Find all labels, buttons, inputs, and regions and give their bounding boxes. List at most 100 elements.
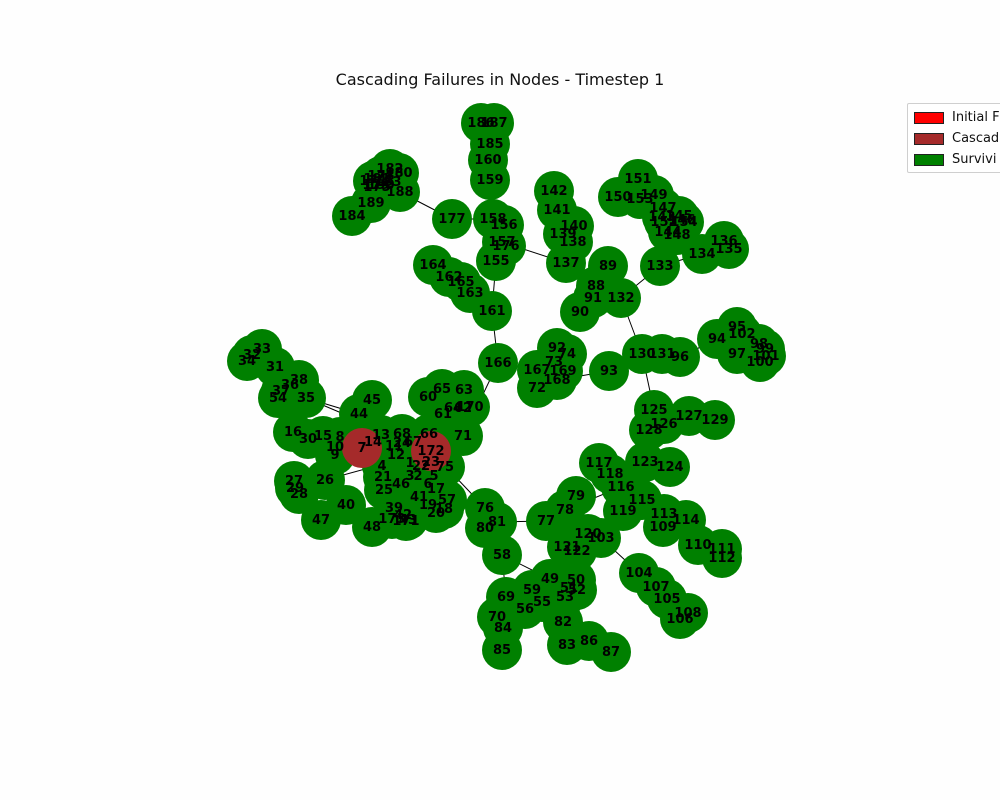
node-label-116: 116 bbox=[607, 480, 634, 495]
node-label-62: 62 bbox=[454, 401, 472, 416]
node-label-187: 187 bbox=[480, 116, 507, 131]
node-label-22: 22 bbox=[412, 459, 430, 474]
node-label-98: 98 bbox=[750, 337, 768, 352]
node-label-136: 136 bbox=[710, 234, 737, 249]
node-154 bbox=[664, 202, 704, 242]
node-122 bbox=[557, 531, 597, 571]
node-label-9: 9 bbox=[330, 448, 339, 463]
node-153 bbox=[620, 179, 660, 219]
node-label-79: 79 bbox=[567, 489, 585, 504]
node-label-14: 14 bbox=[364, 435, 382, 450]
node-label-152: 152 bbox=[650, 215, 677, 230]
node-label-16: 16 bbox=[284, 425, 302, 440]
node-label-144: 144 bbox=[654, 225, 681, 240]
node-label-15: 15 bbox=[314, 429, 332, 444]
node-label-92: 92 bbox=[548, 341, 566, 356]
node-label-36: 36 bbox=[281, 378, 299, 393]
node-label-70: 70 bbox=[488, 610, 506, 625]
node-label-121: 121 bbox=[553, 540, 580, 555]
node-93 bbox=[589, 351, 629, 391]
node-label-170: 170 bbox=[456, 400, 483, 415]
node-label-155: 155 bbox=[482, 254, 509, 269]
node-label-163: 163 bbox=[456, 286, 483, 301]
node-label-124: 124 bbox=[656, 460, 683, 475]
node-173 bbox=[372, 499, 412, 539]
node-label-164: 164 bbox=[419, 258, 446, 273]
node-label-87: 87 bbox=[602, 645, 620, 660]
node-label-29: 29 bbox=[286, 481, 304, 496]
node-label-2: 2 bbox=[413, 469, 422, 484]
node-label-135: 135 bbox=[715, 242, 742, 257]
node-label-50: 50 bbox=[567, 573, 585, 588]
node-label-147: 147 bbox=[649, 201, 676, 216]
node-label-110: 110 bbox=[684, 538, 711, 553]
node-label-109: 109 bbox=[649, 520, 676, 535]
node-label-168: 168 bbox=[543, 373, 570, 388]
node-label-80: 80 bbox=[476, 521, 494, 536]
node-label-20: 20 bbox=[427, 506, 445, 521]
node-176 bbox=[486, 226, 526, 266]
node-187 bbox=[474, 103, 514, 143]
figure-title: Cascading Failures in Nodes - Timestep 1 bbox=[335, 70, 665, 89]
node-label-95: 95 bbox=[728, 320, 746, 335]
node-label-53: 53 bbox=[556, 590, 574, 605]
node-169 bbox=[543, 351, 583, 391]
node-label-117: 117 bbox=[585, 456, 612, 471]
node-label-126: 126 bbox=[650, 417, 677, 432]
node-label-71: 71 bbox=[454, 429, 472, 444]
node-label-4: 4 bbox=[377, 459, 386, 474]
node-label-61: 61 bbox=[434, 407, 452, 422]
node-label-37: 37 bbox=[272, 384, 290, 399]
node-165 bbox=[441, 262, 481, 302]
node-label-73: 73 bbox=[545, 355, 563, 370]
node-label-115: 115 bbox=[628, 493, 655, 508]
node-label-182: 182 bbox=[376, 162, 403, 177]
node-label-171: 171 bbox=[392, 514, 419, 529]
node-label-84: 84 bbox=[494, 621, 512, 636]
node-label-172: 172 bbox=[417, 444, 444, 459]
node-label-141: 141 bbox=[543, 203, 570, 218]
node-label-81: 81 bbox=[488, 515, 506, 530]
node-label-113: 113 bbox=[650, 507, 677, 522]
node-label-111: 111 bbox=[708, 542, 735, 557]
node-label-13: 13 bbox=[372, 428, 390, 443]
node-label-48: 48 bbox=[363, 520, 381, 535]
node-57 bbox=[427, 480, 467, 520]
node-label-128: 128 bbox=[635, 423, 662, 438]
node-label-153: 153 bbox=[626, 192, 653, 207]
node-114 bbox=[666, 500, 706, 540]
node-label-181: 181 bbox=[363, 172, 390, 187]
node-label-86: 86 bbox=[580, 634, 598, 649]
node-label-123: 123 bbox=[631, 455, 658, 470]
node-label-12: 12 bbox=[387, 448, 405, 463]
node-label-19: 19 bbox=[419, 498, 437, 513]
node-label-66: 66 bbox=[420, 427, 438, 442]
node-label-151: 151 bbox=[624, 172, 651, 187]
node-label-44: 44 bbox=[350, 407, 368, 422]
node-102 bbox=[722, 314, 762, 354]
node-label-165: 165 bbox=[447, 275, 474, 290]
node-label-148: 148 bbox=[663, 228, 690, 243]
node-label-41: 41 bbox=[410, 490, 428, 505]
node-label-75: 75 bbox=[436, 460, 454, 475]
node-label-134: 134 bbox=[688, 247, 715, 262]
node-label-24: 24 bbox=[393, 436, 411, 451]
node-label-120: 120 bbox=[574, 527, 601, 542]
node-label-101: 101 bbox=[752, 349, 779, 364]
node-label-183: 183 bbox=[374, 175, 401, 190]
node-label-133: 133 bbox=[646, 259, 673, 274]
node-label-7: 7 bbox=[357, 441, 366, 456]
node-label-99: 99 bbox=[756, 342, 774, 357]
node-label-104: 104 bbox=[625, 566, 652, 581]
node-label-43: 43 bbox=[399, 513, 417, 528]
node-label-23: 23 bbox=[422, 455, 440, 470]
node-129 bbox=[695, 400, 735, 440]
node-label-8: 8 bbox=[335, 430, 344, 445]
node-label-159: 159 bbox=[476, 173, 503, 188]
node-107 bbox=[636, 567, 676, 607]
node-label-189: 189 bbox=[357, 196, 384, 211]
node-46 bbox=[381, 464, 421, 504]
node-label-143: 143 bbox=[648, 210, 675, 225]
node-label-157: 157 bbox=[488, 235, 515, 250]
node-118 bbox=[590, 454, 630, 494]
